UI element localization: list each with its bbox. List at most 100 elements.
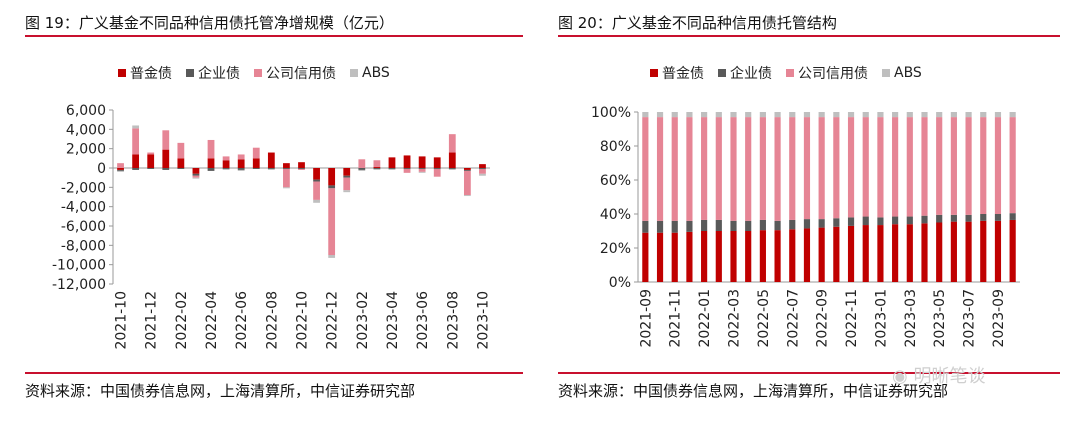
bar-segment — [906, 224, 913, 282]
bar-segment — [833, 226, 840, 282]
bar-segment — [298, 168, 305, 170]
bar-segment — [730, 220, 737, 231]
bar-segment — [162, 130, 170, 150]
bar-segment — [433, 168, 441, 169]
bar-segment — [730, 231, 737, 282]
bar-segment — [162, 149, 170, 168]
legend-item-fin: 普金债 — [118, 63, 172, 83]
bar-segment — [847, 112, 855, 118]
bar-segment — [892, 117, 899, 217]
x-tick-label: 2023-04 — [385, 291, 401, 350]
bar-segment — [701, 219, 708, 231]
chart-panel-net-increase: 图 19：广义基金不同品种信用债托管净增规模（亿元） 普金债 企业债 公司信用债… — [25, 14, 523, 400]
bar-segment — [267, 168, 275, 169]
bar-segment — [1009, 213, 1016, 220]
bar-segment — [147, 154, 155, 168]
bar-segment — [774, 220, 781, 231]
bar-segment — [862, 112, 869, 118]
bar-segment — [950, 112, 957, 118]
bar-segment — [479, 173, 486, 176]
bar-segment — [950, 214, 957, 222]
bar-segment — [906, 216, 913, 225]
bar-segment — [921, 117, 928, 216]
bar-segment — [132, 125, 140, 129]
bar-segment — [222, 168, 230, 170]
bar-segment — [177, 168, 185, 169]
bar-segment — [328, 168, 336, 186]
legend-item-abs: ABS — [882, 65, 922, 81]
bar-segment — [936, 117, 943, 215]
watermark-text: 明晰笔谈 — [913, 366, 986, 387]
bar-segment — [745, 117, 752, 221]
y-tick-label: 0% — [609, 275, 631, 291]
bar-segment — [418, 156, 426, 168]
x-tick-label: 2023-02 — [355, 291, 371, 350]
bar-segment — [671, 112, 678, 118]
bar-segment — [774, 117, 781, 221]
legend-item-ent: 企业债 — [186, 63, 240, 83]
bar-segment — [479, 168, 486, 169]
bar-segment — [818, 219, 825, 228]
bar-segment — [252, 168, 260, 169]
bar-segment — [117, 169, 124, 171]
bar-segment — [803, 117, 811, 220]
bar-segment — [343, 177, 351, 191]
x-tick-label: 2022-07 — [785, 289, 801, 348]
bar-segment — [222, 160, 230, 168]
legend-swatch — [350, 69, 358, 77]
y-tick-label: 40% — [600, 207, 631, 223]
x-tick-label: 2022-04 — [204, 291, 220, 350]
bar-segment — [656, 117, 664, 221]
bar-segment — [177, 142, 185, 159]
bar-segment — [950, 117, 957, 215]
legend-label: ABS — [894, 65, 922, 81]
bar-segment — [463, 168, 471, 170]
bar-segment — [373, 167, 381, 168]
bar-segment — [117, 170, 124, 172]
bar-segment — [789, 117, 796, 220]
bar-segment — [448, 152, 456, 168]
bar-segment — [715, 219, 722, 231]
y-tick-label: -12,000 — [52, 277, 106, 293]
bar-segment — [373, 168, 381, 170]
bar-segment — [980, 117, 987, 214]
y-tick-label: 100% — [591, 105, 631, 121]
bar-segment — [730, 112, 737, 118]
bar-segment — [373, 168, 381, 169]
bar-segment — [774, 230, 781, 282]
bar-segment — [132, 154, 140, 168]
legend-label: 公司信用债 — [798, 66, 868, 82]
legend-item-corp: 公司信用债 — [786, 63, 868, 83]
bar-segment — [642, 112, 649, 118]
bar-segment — [701, 117, 708, 220]
title-rule — [558, 35, 1060, 37]
bar-segment — [132, 128, 140, 155]
bar-segment — [267, 152, 275, 168]
chart-title: 图 20：广义基金不同品种信用债托管结构 — [558, 14, 837, 32]
legend-item-abs: ABS — [350, 65, 390, 81]
bar-segment — [789, 229, 796, 282]
bar-segment — [358, 168, 366, 170]
bar-segment — [192, 173, 200, 176]
bar-segment — [192, 175, 200, 178]
bar-segment — [671, 117, 678, 221]
bar-segment — [921, 223, 928, 282]
bar-segment — [803, 228, 811, 282]
x-tick-label: 2022-10 — [295, 291, 311, 350]
x-tick-label: 2023-03 — [903, 289, 919, 348]
legend-swatch — [718, 69, 726, 77]
y-tick-label: -4,000 — [61, 200, 106, 216]
bar-segment — [358, 159, 366, 168]
bar-segment — [965, 221, 972, 282]
bar-segment — [418, 168, 426, 172]
bar-segment — [833, 218, 840, 227]
watermark: ◉ 明晰笔谈 — [892, 362, 985, 388]
bar-segment — [313, 179, 320, 182]
chart-source: 资料来源：中国债券信息网，上海清算所，中信证券研究部 — [25, 382, 416, 400]
bar-segment — [132, 168, 140, 170]
legend-swatch — [786, 69, 794, 77]
bar-segment — [448, 168, 456, 170]
bar-segment — [388, 168, 396, 170]
bar-segment — [343, 190, 351, 193]
bar-segment — [343, 168, 351, 176]
